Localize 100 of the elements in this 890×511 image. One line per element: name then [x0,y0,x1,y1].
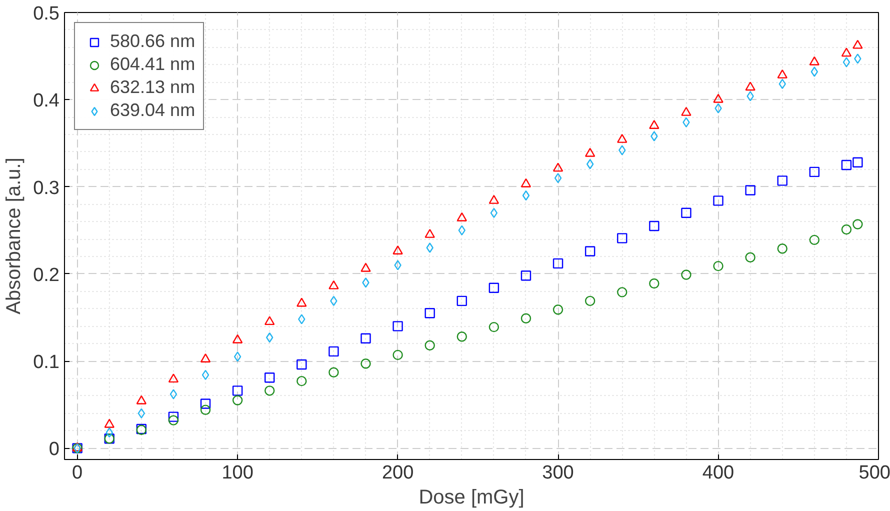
x-tick-label: 200 [382,462,414,484]
point [852,157,863,168]
point [424,340,435,350]
point [234,352,242,362]
point [424,308,435,318]
point [520,178,532,188]
point [617,287,628,298]
point [426,242,434,253]
point [649,278,660,289]
legend-label: 580.66 nm [110,31,196,52]
point [617,134,628,143]
point [552,304,564,315]
point [649,220,660,232]
legend-label: 639.04 nm [110,100,196,121]
point [713,196,724,206]
point [264,386,275,396]
point [328,280,339,290]
point [168,415,179,426]
point [520,313,532,324]
point [200,398,211,409]
point [360,262,371,272]
y-tick-label: 0.2 [33,264,60,286]
point [296,298,307,307]
point [360,358,371,369]
point [296,376,307,386]
point [681,106,692,116]
x-tick-label: 100 [222,462,254,484]
point [584,246,596,256]
y-tick-label: 0.1 [33,352,60,374]
point [713,260,724,272]
point [552,162,564,172]
point [584,296,596,306]
point [682,117,690,128]
point [264,316,275,326]
point [168,412,179,422]
point [488,282,500,293]
point [168,374,179,383]
point [854,54,862,64]
point [392,321,403,332]
legend-label: 632.13 nm [110,77,196,98]
point [841,48,852,57]
point [202,370,210,380]
point [649,120,660,129]
point [745,185,756,196]
x-axis-title: Dose [mGy] [418,486,524,508]
point [777,244,788,254]
point [809,56,820,66]
y-tick-label: 0.4 [33,90,60,112]
point [488,194,500,204]
y-tick-label: 0.5 [33,4,60,24]
point [584,148,596,157]
point [777,69,788,78]
point [458,225,466,236]
point [328,367,339,378]
point [745,82,756,91]
point [713,94,724,103]
point [520,270,532,281]
point [488,322,500,332]
point [392,245,403,254]
point [842,57,850,68]
point [456,212,467,222]
point [777,176,788,186]
point [456,332,467,342]
point [522,190,530,201]
point [841,224,852,235]
point [745,252,756,262]
point [618,145,626,156]
point [200,354,211,362]
point [392,350,403,360]
point [852,40,863,49]
point [617,233,628,244]
point [424,228,435,238]
point [394,260,402,270]
point [810,66,818,77]
x-tick-label: 500 [858,462,890,484]
point [841,160,852,170]
point [136,395,147,404]
point [298,314,306,324]
y-tick-label: 0 [48,439,60,460]
point [232,395,243,406]
point [809,234,820,246]
point [200,404,211,415]
point [714,103,722,114]
point [104,418,114,428]
point [360,333,371,344]
x-tick-label: 300 [542,462,574,484]
point [681,208,692,218]
point [809,166,820,178]
point [852,219,863,230]
point [170,389,178,400]
point [554,172,562,184]
point [552,258,564,269]
point [232,386,243,396]
point [362,278,370,288]
point [490,208,498,218]
point [681,270,692,280]
legend-label: 604.41 nm [110,54,196,75]
point [328,346,339,357]
point [650,131,658,142]
x-tick-label: 400 [702,462,734,484]
